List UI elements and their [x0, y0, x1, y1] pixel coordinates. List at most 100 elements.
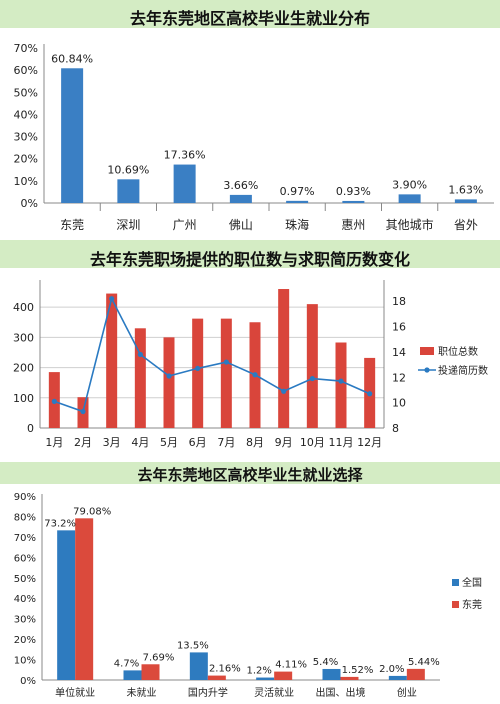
chart-3-y-tick-label: 20%	[14, 635, 36, 646]
chart-2-line-point	[281, 388, 287, 394]
chart-2-line-series	[54, 296, 370, 413]
chart-3-bar-national	[388, 675, 407, 680]
chart-2-x-tick-label: 5月	[160, 436, 178, 449]
chart-2-legend-line-label: 投递简历数	[438, 364, 488, 377]
chart-1-y-tick-label: 0%	[21, 197, 38, 210]
chart-3-y-tick-label: 10%	[14, 656, 36, 667]
chart-3-x-tick-label: 灵活就业	[254, 686, 294, 699]
chart-2-bar	[106, 293, 118, 428]
chart-2-bar	[278, 289, 290, 428]
chart-2-svg: 0 100 200 300 400 8 10 12 14 16 18 1月 2月 3月 4月 5月 6月 7月 8月…	[0, 268, 500, 462]
chart-3-bar-national	[123, 670, 142, 680]
chart-3-y-tick-label: 50%	[14, 574, 36, 585]
chart-2-x-tick-label: 12月	[357, 436, 382, 449]
chart-3-legend-national-swatch	[452, 579, 459, 586]
chart-2-x-tick-label: 6月	[189, 436, 207, 449]
chart-3-title: 去年东莞地区高校毕业生就业选择	[137, 466, 363, 484]
chart-1-plot-background	[0, 28, 500, 240]
chart-1-bar	[61, 68, 84, 203]
chart-2-line-point	[338, 378, 344, 384]
chart-3-data-label-dongguan: 7.69%	[143, 652, 175, 663]
chart-3-y-tick-label: 70%	[14, 533, 36, 544]
chart-3-x-tick-label: 未就业	[127, 686, 157, 699]
chart-3-bar-national	[256, 677, 275, 680]
chart-1-bar	[398, 194, 421, 203]
chart-3-y-tick-label: 40%	[14, 594, 36, 605]
chart-1-bar	[229, 194, 252, 203]
chart-2-x-tick-label: 3月	[103, 436, 121, 449]
chart-1-x-tick-label: 东莞	[60, 218, 84, 232]
chart-3-y-tick-label: 90%	[14, 492, 36, 503]
chart-3-legend-dongguan-swatch	[452, 601, 459, 608]
chart-1-data-label: 10.69%	[107, 163, 149, 176]
chart-2-legend-line-marker	[424, 367, 430, 373]
chart-1-svg: 0% 10% 20% 30% 40% 50% 60% 70% 60.84% 东莞 10.69% 深圳 1…	[0, 28, 500, 240]
chart-2-line-point	[80, 408, 86, 415]
chart-3-data-label-dongguan: 5.44%	[408, 657, 440, 668]
chart-2-line-point	[309, 375, 315, 382]
chart-3-data-label-national: 73.2%	[44, 518, 76, 529]
chart-3-bar-dongguan	[75, 518, 94, 680]
chart-1-bar	[454, 199, 477, 203]
chart-3-y-tick-label: 80%	[14, 512, 36, 523]
chart-1-x-tick-label: 省外	[454, 218, 478, 232]
chart-1-y-tick-label: 60%	[14, 64, 38, 77]
chart-1-data-label: 0.93%	[336, 185, 371, 198]
chart-2-bar	[306, 304, 318, 428]
chart-1-y-tick-label: 20%	[14, 153, 38, 166]
chart-3-bar-dongguan	[340, 676, 359, 680]
chart-2-y-right-tick-label: 16	[392, 321, 406, 334]
chart-1-x-tick-label: 惠州	[341, 218, 365, 232]
chart-1-x-tick-label: 珠海	[285, 217, 309, 232]
chart-3-bar-dongguan	[141, 664, 160, 680]
chart-2-y-left-tick-label: 300	[13, 331, 34, 344]
chart-3-legend-national-label: 全国	[462, 576, 482, 589]
chart-2-line-point	[252, 372, 258, 378]
chart-2-line-point	[166, 373, 172, 379]
chart-3-panel: 去年东莞地区高校毕业生就业选择 0% 10% 20% 30% 40% 50% 60% 70% 8…	[0, 462, 500, 704]
chart-2-legend-bar-swatch	[420, 347, 434, 355]
chart-1-bar	[173, 164, 196, 203]
chart-3-data-label-dongguan: 4.11%	[275, 660, 307, 671]
chart-2-y-left-tick-label: 200	[13, 362, 34, 375]
chart-3-x-tick-label: 出国、出境	[316, 686, 366, 699]
chart-2-line-point	[137, 351, 143, 358]
chart-3-svg: 0% 10% 20% 30% 40% 50% 60% 70% 80% 90% 73.2%79.08%…	[0, 484, 500, 704]
chart-3-data-label-national: 5.4%	[313, 657, 338, 668]
chart-1-data-label: 60.84%	[51, 52, 93, 65]
chart-2-y-right-tick-label: 14	[392, 346, 406, 359]
chart-2-y-left-tick-label: 400	[13, 301, 34, 314]
chart-2-line-point	[51, 398, 57, 404]
chart-3-bar-dongguan	[207, 675, 226, 680]
chart-1-y-tick-label: 70%	[14, 42, 38, 55]
chart-2-bar	[192, 318, 204, 428]
chart-2-x-tick-label: 1月	[45, 436, 63, 449]
chart-2-y-right-tick-label: 12	[392, 371, 406, 384]
chart-1-x-tick-label: 佛山	[229, 218, 253, 232]
chart-1-title: 去年东莞地区高校毕业生就业分布	[129, 9, 370, 28]
chart-2-y-left-tick-label: 100	[13, 392, 34, 405]
chart-1-y-tick-label: 50%	[14, 86, 38, 99]
chart-2-bar	[335, 342, 347, 428]
chart-1-data-label: 1.63%	[448, 183, 483, 196]
chart-1-panel: 去年东莞地区高校毕业生就业分布 0% 10% 20% 30% 40% 50% 60% 70% 6…	[0, 0, 500, 240]
chart-3-bar-national	[189, 652, 208, 680]
chart-3-x-tick-label: 国内升学	[188, 686, 228, 699]
chart-1-data-label: 3.66%	[223, 179, 258, 192]
chart-2-line-point	[367, 391, 373, 397]
chart-3-data-label-national: 1.2%	[246, 666, 271, 677]
chart-1-y-tick-label: 30%	[14, 131, 38, 144]
chart-3-data-label-dongguan: 2.16%	[209, 664, 241, 675]
chart-2-line-point	[223, 359, 229, 365]
chart-2-x-tick-label: 9月	[275, 436, 293, 449]
chart-3-x-tick-label: 创业	[397, 686, 417, 699]
chart-3-bar-dongguan	[406, 668, 425, 680]
chart-1-bar	[286, 200, 309, 203]
chart-2-x-tick-label: 2月	[74, 436, 92, 449]
chart-3-bar-dongguan	[274, 671, 293, 680]
chart-1-data-label: 17.36%	[164, 149, 206, 162]
chart-2-legend-bar-label: 职位总数	[438, 345, 478, 358]
chart-3-data-label-dongguan: 79.08%	[73, 506, 111, 517]
chart-3-bar-national	[57, 530, 76, 680]
chart-2-title: 去年东莞职场提供的职位数与求职简历数变化	[89, 250, 410, 269]
